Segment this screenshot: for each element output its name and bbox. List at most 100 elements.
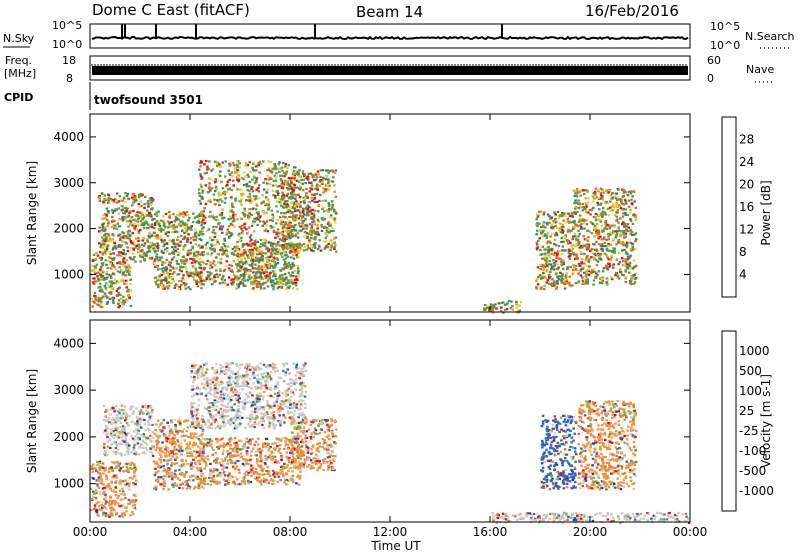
data-cell bbox=[620, 240, 623, 243]
data-cell bbox=[626, 252, 629, 255]
nsky-tick-bottom: 10^0 bbox=[52, 38, 82, 51]
data-cell bbox=[126, 192, 130, 196]
data-cell bbox=[120, 414, 123, 417]
data-cell bbox=[149, 198, 152, 201]
data-cell bbox=[199, 253, 203, 256]
data-cell bbox=[616, 273, 620, 276]
data-cell bbox=[574, 236, 578, 239]
data-cell bbox=[104, 427, 108, 431]
data-cell bbox=[228, 231, 231, 234]
data-cell bbox=[124, 274, 128, 277]
data-cell bbox=[155, 443, 159, 446]
data-cell bbox=[162, 474, 166, 478]
data-cell bbox=[330, 246, 333, 249]
data-cell bbox=[272, 285, 276, 288]
data-cell bbox=[560, 214, 564, 217]
data-cell bbox=[587, 260, 591, 263]
data-cell bbox=[589, 249, 592, 253]
data-cell bbox=[194, 456, 197, 459]
data-cell bbox=[160, 268, 163, 271]
data-cell bbox=[544, 259, 547, 262]
data-cell bbox=[560, 253, 564, 256]
data-cell bbox=[281, 230, 285, 233]
data-cell bbox=[240, 188, 243, 191]
data-cell bbox=[228, 178, 231, 181]
data-cell bbox=[222, 274, 225, 278]
data-cell bbox=[111, 508, 114, 511]
data-cell bbox=[117, 434, 120, 437]
data-cell bbox=[316, 200, 319, 204]
data-cell bbox=[260, 250, 263, 253]
data-cell bbox=[572, 189, 575, 192]
data-cell bbox=[171, 246, 174, 249]
data-cell bbox=[150, 197, 153, 200]
data-cell bbox=[297, 171, 300, 174]
data-cell bbox=[190, 225, 193, 228]
data-cell bbox=[333, 241, 336, 244]
data-cell bbox=[237, 277, 241, 280]
data-cell bbox=[518, 309, 521, 312]
data-cell bbox=[235, 247, 238, 250]
data-cell bbox=[550, 216, 554, 219]
data-cell bbox=[100, 509, 103, 512]
data-cell bbox=[185, 282, 188, 285]
data-cell bbox=[251, 287, 255, 290]
data-cell bbox=[207, 275, 210, 279]
data-cell bbox=[561, 249, 564, 252]
data-cell bbox=[119, 425, 122, 429]
data-cell bbox=[217, 253, 220, 256]
data-cell bbox=[214, 218, 218, 222]
data-cell bbox=[236, 241, 239, 244]
data-cell bbox=[587, 236, 590, 239]
data-cell bbox=[171, 277, 174, 281]
data-cell bbox=[134, 483, 137, 486]
data-cell bbox=[160, 430, 164, 433]
data-cell bbox=[133, 444, 136, 447]
data-cell bbox=[122, 260, 125, 263]
data-cell bbox=[193, 251, 196, 254]
data-cell bbox=[95, 479, 98, 482]
data-cell bbox=[288, 187, 291, 190]
data-cell bbox=[620, 201, 623, 205]
data-cell bbox=[296, 288, 299, 291]
data-cell bbox=[137, 429, 140, 432]
data-cell bbox=[95, 469, 98, 472]
data-cell bbox=[333, 172, 337, 175]
data-cell bbox=[154, 258, 157, 261]
data-cell bbox=[253, 181, 257, 184]
data-cell bbox=[313, 201, 316, 204]
data-cell bbox=[137, 230, 141, 233]
data-cell bbox=[309, 210, 312, 213]
data-cell bbox=[238, 166, 242, 169]
freq-label: Freq. bbox=[5, 54, 32, 67]
data-cell bbox=[544, 265, 547, 268]
data-cell bbox=[109, 274, 112, 277]
freq-tick-top: 18 bbox=[62, 54, 76, 67]
data-cell bbox=[212, 260, 216, 263]
data-cell bbox=[257, 270, 260, 273]
data-cell bbox=[319, 175, 322, 178]
data-cell bbox=[500, 301, 504, 304]
data-cell bbox=[306, 236, 309, 239]
data-cell bbox=[160, 279, 163, 282]
data-cell bbox=[251, 249, 254, 252]
data-cell bbox=[313, 223, 317, 226]
data-cell bbox=[188, 485, 192, 488]
data-cell bbox=[553, 280, 556, 283]
data-cell bbox=[196, 455, 200, 458]
data-cell bbox=[140, 213, 143, 216]
data-cell bbox=[138, 453, 141, 456]
data-cell bbox=[189, 464, 193, 468]
data-cell bbox=[253, 220, 257, 223]
data-cell bbox=[562, 219, 565, 222]
data-cell bbox=[114, 466, 117, 470]
data-cell bbox=[107, 483, 110, 486]
data-cell bbox=[575, 189, 579, 192]
data-cell bbox=[187, 226, 190, 229]
data-cell bbox=[603, 241, 607, 244]
data-cell bbox=[185, 231, 189, 234]
data-cell bbox=[105, 270, 109, 274]
data-cell bbox=[293, 251, 297, 254]
data-cell bbox=[227, 267, 231, 270]
data-cell bbox=[333, 190, 336, 193]
